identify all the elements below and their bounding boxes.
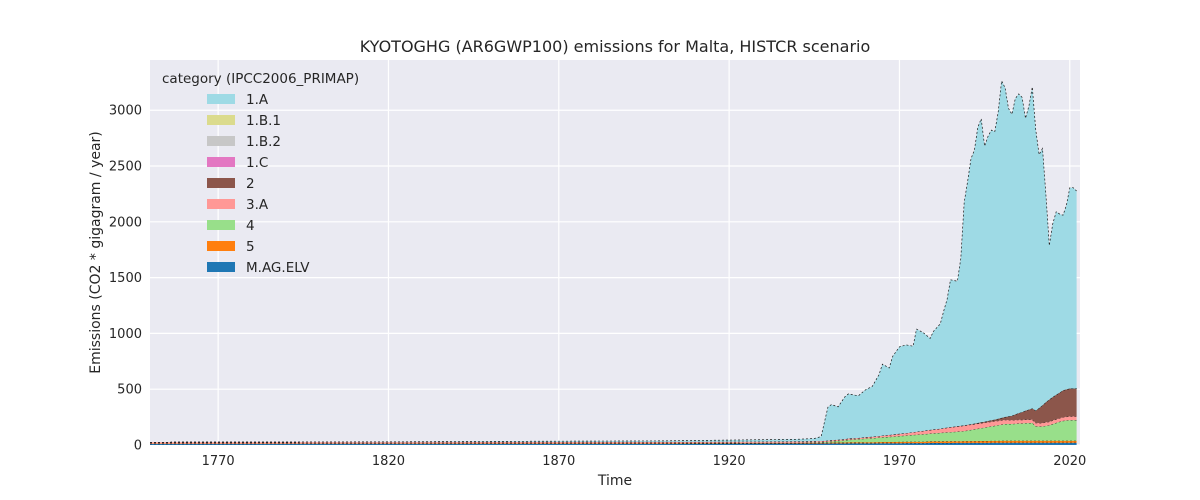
legend-label: 4 (246, 218, 255, 234)
legend-label: 1.C (246, 155, 268, 171)
chart-title: KYOTOGHG (AR6GWP100) emissions for Malta… (360, 37, 871, 56)
area-series (149, 79, 1077, 445)
y-tick-label: 2500 (109, 160, 142, 175)
legend-label: 5 (246, 239, 255, 255)
legend-label: M.AG.ELV (246, 260, 310, 276)
y-tick-label: 2000 (109, 215, 142, 230)
legend-swatch (207, 241, 235, 251)
legend: category (IPCC2006_PRIMAP) 1.A 1.B.1 1.B.2… (162, 71, 359, 276)
y-axis-label: Emissions (CO2 * gigagram / year) (88, 131, 104, 374)
y-tick-label: 1000 (109, 327, 142, 342)
x-tick-label: 1820 (372, 454, 405, 469)
area-edge-1-a (149, 79, 1077, 443)
x-tick-label: 1920 (713, 454, 746, 469)
legend-swatch (207, 94, 235, 104)
y-tick-labels: 0 500 1000 1500 2000 2500 3000 (109, 104, 142, 454)
x-tick-label: 1870 (542, 454, 575, 469)
y-tick-label: 0 (134, 439, 142, 454)
legend-label: 1.B.1 (246, 113, 281, 129)
y-tick-label: 3000 (109, 104, 142, 119)
legend-title: category (IPCC2006_PRIMAP) (162, 71, 359, 87)
legend-label: 2 (246, 176, 255, 192)
legend-label: 1.B.2 (246, 134, 281, 150)
area-5 (150, 440, 1077, 444)
legend-swatch (207, 157, 235, 167)
x-tick-labels: 1770 1820 1870 1920 1970 2020 (202, 454, 1087, 469)
legend-label: 1.A (246, 92, 269, 108)
area-m-ag-elv (150, 442, 1077, 445)
area-1-a (150, 80, 1077, 443)
x-tick-label: 1770 (202, 454, 235, 469)
x-tick-label: 2020 (1053, 454, 1086, 469)
legend-swatch (207, 220, 235, 230)
legend-swatch (207, 199, 235, 209)
legend-swatch (207, 115, 235, 125)
y-tick-label: 500 (117, 383, 142, 398)
x-axis-label: Time (597, 473, 632, 489)
x-tick-label: 1970 (883, 454, 916, 469)
legend-swatch (207, 262, 235, 272)
y-tick-label: 1500 (109, 271, 142, 286)
legend-swatch (207, 136, 235, 146)
legend-swatch (207, 178, 235, 188)
legend-label: 3.A (246, 197, 269, 213)
